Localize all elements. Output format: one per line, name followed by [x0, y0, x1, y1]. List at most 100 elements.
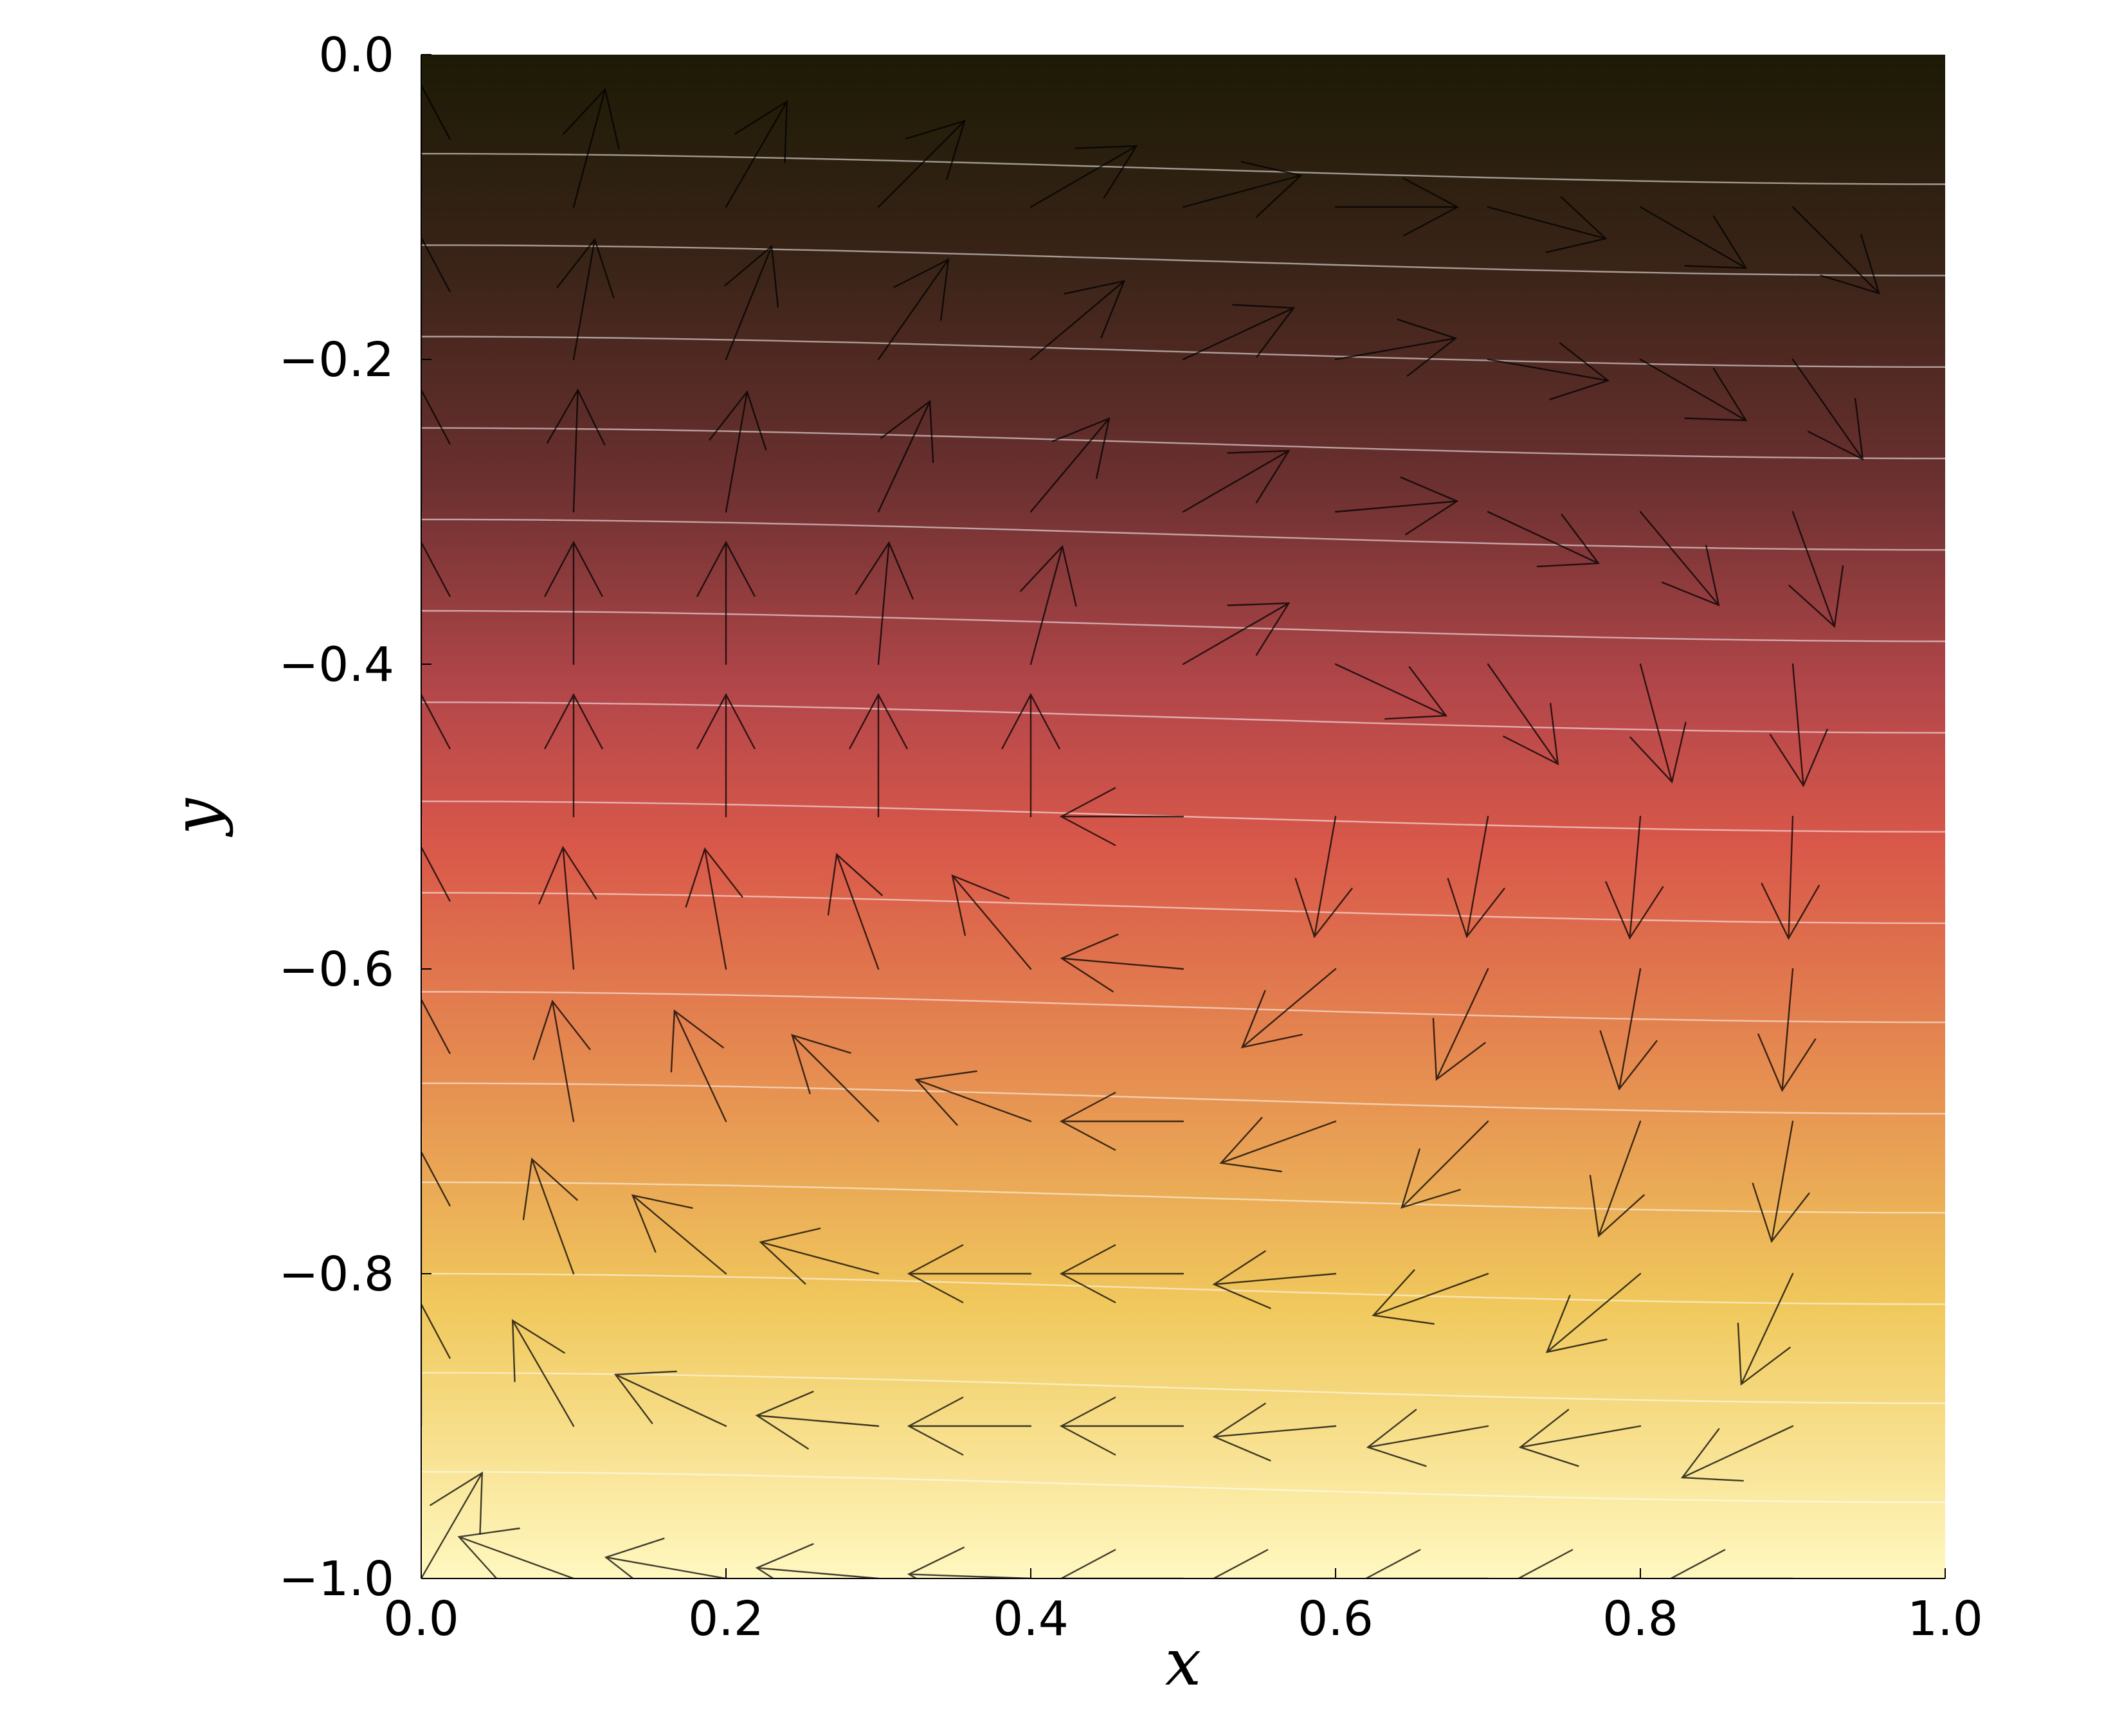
- quiver-arrow: [1334, 476, 1459, 536]
- quiver-arrow: [1639, 206, 1748, 269]
- quiver-arrow: [556, 237, 615, 361]
- quiver-arrow: [877, 258, 950, 361]
- quiver-arrow: [1240, 968, 1337, 1049]
- quiver-arrows: [421, 83, 1880, 1578]
- y-tick-label: 0.0: [318, 28, 394, 83]
- x-tick-label: 0.2: [688, 1591, 764, 1647]
- contour-line: [421, 1371, 1945, 1404]
- quiver-arrow: [421, 1471, 484, 1578]
- quiver-arrow: [1182, 303, 1296, 361]
- quiver-arrow: [1182, 602, 1291, 665]
- quiver-arrow: [522, 1157, 578, 1275]
- quiver-arrow: [613, 1370, 727, 1427]
- quiver-arrow: [1059, 1397, 1184, 1456]
- quiver-arrow: [631, 1194, 727, 1275]
- quiver-arrow: [709, 390, 767, 513]
- quiver-arrow: [1487, 663, 1559, 766]
- quiver-arrow: [1372, 1269, 1489, 1325]
- quiver-arrow: [849, 692, 908, 818]
- quiver-arrow: [1518, 1409, 1642, 1467]
- quiver-arrow: [755, 1543, 880, 1578]
- quiver-arrow: [1487, 342, 1610, 401]
- quiver-arrow: [1589, 1120, 1645, 1238]
- quiver-arrow: [1757, 968, 1817, 1092]
- contour-line: [421, 1470, 1945, 1503]
- quiver-arrow: [759, 1227, 880, 1285]
- quiver-arrow: [421, 1150, 451, 1275]
- quiver-arrow: [1182, 449, 1291, 513]
- quiver-arrow: [907, 1244, 1032, 1303]
- quiver-arrow: [1029, 145, 1138, 208]
- quiver-arrow: [685, 847, 743, 970]
- y-tick-label: −0.4: [278, 637, 394, 692]
- quiver-arrow: [421, 235, 451, 361]
- quiver-arrow: [457, 1527, 575, 1578]
- quiver-arrow: [532, 999, 591, 1123]
- quiver-arrow: [907, 1397, 1032, 1456]
- axes-frame: [421, 55, 1945, 1579]
- y-tick-label: −0.2: [278, 332, 394, 388]
- contour-line: [421, 244, 1945, 276]
- quiver-arrow: [1516, 1549, 1642, 1578]
- quiver-arrow: [1294, 815, 1353, 939]
- contour-line: [421, 1082, 1945, 1115]
- quiver-arrow: [1791, 206, 1880, 294]
- contour-line: [421, 991, 1945, 1024]
- quiver-arrow: [827, 853, 883, 970]
- quiver-arrow: [755, 1391, 880, 1450]
- quiver-arrow: [1761, 815, 1820, 941]
- quiver-arrow: [877, 120, 966, 208]
- quiver-arrow: [1020, 545, 1077, 665]
- quiver-arrow: [421, 83, 451, 208]
- quiver-arrow: [1059, 1244, 1184, 1303]
- quiver-arrow: [1769, 663, 1828, 788]
- quiver-arrow: [1334, 177, 1460, 237]
- quiver-arrow: [951, 874, 1032, 970]
- quiver-arrow: [1639, 511, 1720, 607]
- quiver-arrow: [1059, 787, 1184, 846]
- quiver-arrow: [1211, 1549, 1337, 1578]
- x-tick-label: 1.0: [1907, 1591, 1983, 1647]
- quiver-arrow: [1001, 692, 1060, 818]
- quiver-arrow: [1182, 161, 1303, 218]
- quiver-arrow: [1366, 1409, 1489, 1467]
- contour-line: [421, 892, 1945, 925]
- contour-lines: [421, 152, 1945, 1503]
- contour-line: [421, 701, 1945, 734]
- quiver-arrow: [1487, 196, 1608, 253]
- x-tick-label: 0.6: [1298, 1591, 1374, 1647]
- y-tick-label: −0.8: [278, 1247, 394, 1302]
- quiver-arrow: [724, 244, 779, 361]
- quiver-arrow: [791, 1034, 880, 1123]
- quiver-arrow: [544, 540, 603, 665]
- quiver-arrow: [604, 1537, 727, 1578]
- x-tick-label: 0.4: [993, 1591, 1069, 1647]
- quiver-arrow: [1752, 1120, 1810, 1243]
- quiver-arrow: [1060, 934, 1184, 993]
- quiver-arrow: [855, 541, 914, 665]
- quiver-arrow: [696, 540, 756, 665]
- y-axis-label: y: [159, 797, 234, 837]
- quiver-arrow: [1219, 1117, 1337, 1173]
- quiver-arrow: [1788, 511, 1844, 628]
- quiver-arrow: [1629, 663, 1687, 784]
- quiver-arrow: [1212, 1250, 1337, 1309]
- quiver-arrow: [1432, 968, 1489, 1081]
- quiver-arrow: [1599, 968, 1658, 1091]
- quiver-arrow: [421, 388, 451, 513]
- quiver-arrow: [1059, 1549, 1184, 1578]
- quiver-arrow: [1737, 1272, 1794, 1386]
- y-tick-label: −1.0: [278, 1551, 394, 1607]
- quiver-arrow: [1545, 1272, 1642, 1353]
- contour-line: [421, 152, 1945, 185]
- quiver-arrow: [1212, 1402, 1337, 1461]
- quiver-arrow: [907, 1546, 1032, 1578]
- contour-line: [421, 610, 1945, 642]
- contour-line: [421, 427, 1945, 460]
- contour-line: [421, 336, 1945, 368]
- quiver-arrow: [1059, 1092, 1184, 1151]
- quiver-arrow: [1487, 511, 1601, 568]
- quiver-arrow: [421, 845, 451, 970]
- quiver-arrow: [544, 692, 603, 818]
